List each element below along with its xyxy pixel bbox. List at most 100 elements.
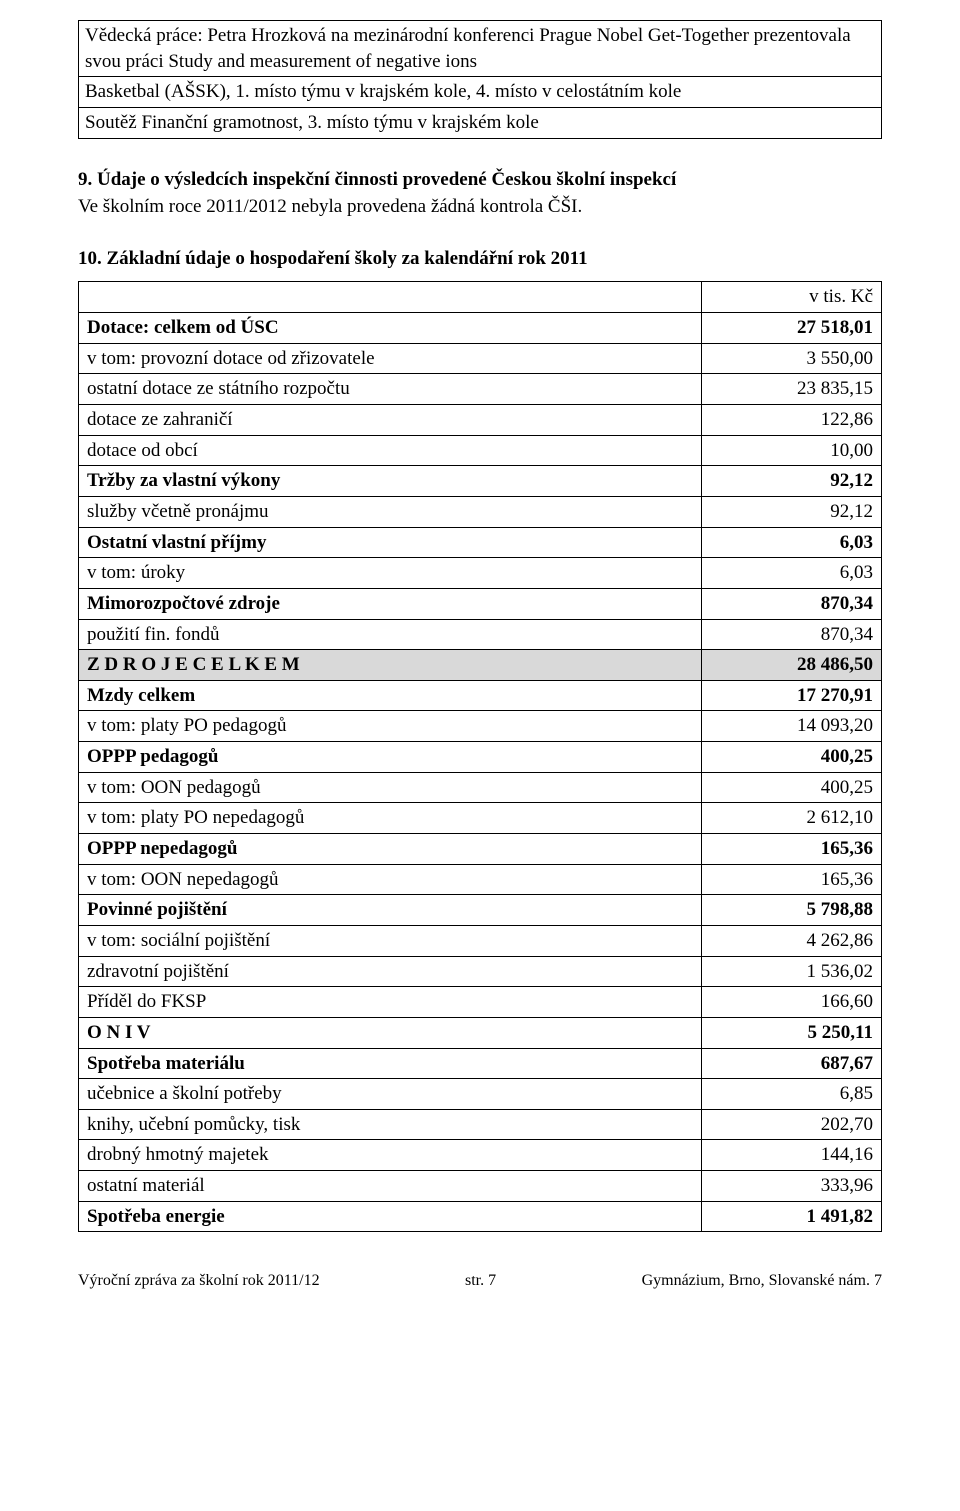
- finance-row: knihy, učební pomůcky, tisk202,70: [79, 1109, 882, 1140]
- finance-row-label: v tom: sociální pojištění: [79, 925, 702, 956]
- finance-row-label: ostatní dotace ze státního rozpočtu: [79, 374, 702, 405]
- finance-row-label: Tržby za vlastní výkony: [79, 466, 702, 497]
- finance-row: v tom: provozní dotace od zřizovatele3 5…: [79, 343, 882, 374]
- finance-row-value: 6,85: [702, 1079, 882, 1110]
- finance-row-value: 1 536,02: [702, 956, 882, 987]
- finance-row: zdravotní pojištění1 536,02: [79, 956, 882, 987]
- finance-row-value: 28 486,50: [702, 650, 882, 681]
- finance-row-value: 6,03: [702, 558, 882, 589]
- finance-row: učebnice a školní potřeby6,85: [79, 1079, 882, 1110]
- finance-row-value: 4 262,86: [702, 925, 882, 956]
- finance-row-label: v tom: platy PO pedagogů: [79, 711, 702, 742]
- finance-row: ostatní dotace ze státního rozpočtu23 83…: [79, 374, 882, 405]
- top-box-row-3: Soutěž Finanční gramotnost, 3. místo tým…: [79, 107, 882, 138]
- finance-row-value: 122,86: [702, 405, 882, 436]
- finance-row-label: Ostatní vlastní příjmy: [79, 527, 702, 558]
- finance-row-value: 23 835,15: [702, 374, 882, 405]
- finance-row-value: 166,60: [702, 987, 882, 1018]
- finance-row-label: Povinné pojištění: [79, 895, 702, 926]
- finance-row-label: dotace od obcí: [79, 435, 702, 466]
- finance-row: dotace od obcí10,00: [79, 435, 882, 466]
- footer-right: Gymnázium, Brno, Slovanské nám. 7: [642, 1270, 882, 1292]
- finance-row-label: v tom: provozní dotace od zřizovatele: [79, 343, 702, 374]
- finance-row-label: OPPP pedagogů: [79, 742, 702, 773]
- finance-row: dotace ze zahraničí122,86: [79, 405, 882, 436]
- finance-row-value: 14 093,20: [702, 711, 882, 742]
- finance-row-value: 400,25: [702, 772, 882, 803]
- finance-row-value: 202,70: [702, 1109, 882, 1140]
- finance-row-value: 5 250,11: [702, 1017, 882, 1048]
- finance-row-label: v tom: platy PO nepedagogů: [79, 803, 702, 834]
- finance-row: OPPP nepedagogů165,36: [79, 834, 882, 865]
- finance-row-label: Mimorozpočtové zdroje: [79, 588, 702, 619]
- section-9-heading: 9. Údaje o výsledcích inspekční činnosti…: [78, 167, 882, 193]
- finance-row: Spotřeba energie1 491,82: [79, 1201, 882, 1232]
- finance-row: O N I V5 250,11: [79, 1017, 882, 1048]
- finance-row-value: 92,12: [702, 496, 882, 527]
- page-footer: Výroční zpráva za školní rok 2011/12 str…: [0, 1232, 960, 1292]
- finance-row-label: Z D R O J E C E L K E M: [79, 650, 702, 681]
- finance-row-label: v tom: OON nepedagogů: [79, 864, 702, 895]
- top-box-row-2: Basketbal (AŠSK), 1. místo týmu v krajsk…: [79, 77, 882, 108]
- finance-row-label: Dotace: celkem od ÚSC: [79, 313, 702, 344]
- finance-row: Ostatní vlastní příjmy6,03: [79, 527, 882, 558]
- finance-row-value: 3 550,00: [702, 343, 882, 374]
- footer-center: str. 7: [465, 1270, 496, 1292]
- finance-row-value: 165,36: [702, 864, 882, 895]
- finance-row-value: 870,34: [702, 588, 882, 619]
- top-box-table: Vědecká práce: Petra Hrozková na mezinár…: [78, 20, 882, 139]
- finance-row-value: 5 798,88: [702, 895, 882, 926]
- finance-row: OPPP pedagogů400,25: [79, 742, 882, 773]
- finance-row-label: služby včetně pronájmu: [79, 496, 702, 527]
- finance-row: Povinné pojištění5 798,88: [79, 895, 882, 926]
- finance-row-value: 17 270,91: [702, 680, 882, 711]
- finance-row: použití fin. fondů870,34: [79, 619, 882, 650]
- finance-row: drobný hmotný majetek144,16: [79, 1140, 882, 1171]
- finance-row: služby včetně pronájmu92,12: [79, 496, 882, 527]
- finance-row-value: 333,96: [702, 1171, 882, 1202]
- finance-row-label: Spotřeba materiálu: [79, 1048, 702, 1079]
- finance-row-value: 1 491,82: [702, 1201, 882, 1232]
- finance-row: Příděl do FKSP166,60: [79, 987, 882, 1018]
- finance-row-value: 2 612,10: [702, 803, 882, 834]
- finance-row: v tom: OON pedagogů400,25: [79, 772, 882, 803]
- finance-row-label: drobný hmotný majetek: [79, 1140, 702, 1171]
- finance-row-value: 144,16: [702, 1140, 882, 1171]
- finance-row-value: 400,25: [702, 742, 882, 773]
- finance-row-label: v tom: úroky: [79, 558, 702, 589]
- finance-row-label: použití fin. fondů: [79, 619, 702, 650]
- finance-row-label: v tom: OON pedagogů: [79, 772, 702, 803]
- section-9-text: Ve školním roce 2011/2012 nebyla provede…: [78, 194, 882, 220]
- finance-row-label: Příděl do FKSP: [79, 987, 702, 1018]
- finance-row-value: 870,34: [702, 619, 882, 650]
- finance-row: Z D R O J E C E L K E M28 486,50: [79, 650, 882, 681]
- finance-row-value: 6,03: [702, 527, 882, 558]
- section-10-heading: 10. Základní údaje o hospodaření školy z…: [78, 246, 882, 272]
- finance-row: v tom: platy PO pedagogů14 093,20: [79, 711, 882, 742]
- finance-header-right: v tis. Kč: [702, 282, 882, 313]
- finance-row: Mimorozpočtové zdroje870,34: [79, 588, 882, 619]
- finance-row-label: Spotřeba energie: [79, 1201, 702, 1232]
- finance-row-value: 92,12: [702, 466, 882, 497]
- finance-row: Tržby za vlastní výkony92,12: [79, 466, 882, 497]
- finance-row: Mzdy celkem17 270,91: [79, 680, 882, 711]
- finance-row-label: dotace ze zahraničí: [79, 405, 702, 436]
- finance-row-label: učebnice a školní potřeby: [79, 1079, 702, 1110]
- finance-row-value: 165,36: [702, 834, 882, 865]
- finance-header-left: [79, 282, 702, 313]
- finance-row: v tom: OON nepedagogů165,36: [79, 864, 882, 895]
- finance-row: ostatní materiál333,96: [79, 1171, 882, 1202]
- finance-row: v tom: platy PO nepedagogů2 612,10: [79, 803, 882, 834]
- finance-row: v tom: sociální pojištění4 262,86: [79, 925, 882, 956]
- finance-row-label: OPPP nepedagogů: [79, 834, 702, 865]
- finance-row: Spotřeba materiálu687,67: [79, 1048, 882, 1079]
- finance-row-value: 10,00: [702, 435, 882, 466]
- finance-row: v tom: úroky6,03: [79, 558, 882, 589]
- finance-row-value: 687,67: [702, 1048, 882, 1079]
- finance-table: v tis. Kč Dotace: celkem od ÚSC27 518,01…: [78, 281, 882, 1232]
- finance-row-label: Mzdy celkem: [79, 680, 702, 711]
- footer-left: Výroční zpráva za školní rok 2011/12: [78, 1270, 320, 1292]
- finance-row: Dotace: celkem od ÚSC27 518,01: [79, 313, 882, 344]
- finance-header-row: v tis. Kč: [79, 282, 882, 313]
- finance-row-label: O N I V: [79, 1017, 702, 1048]
